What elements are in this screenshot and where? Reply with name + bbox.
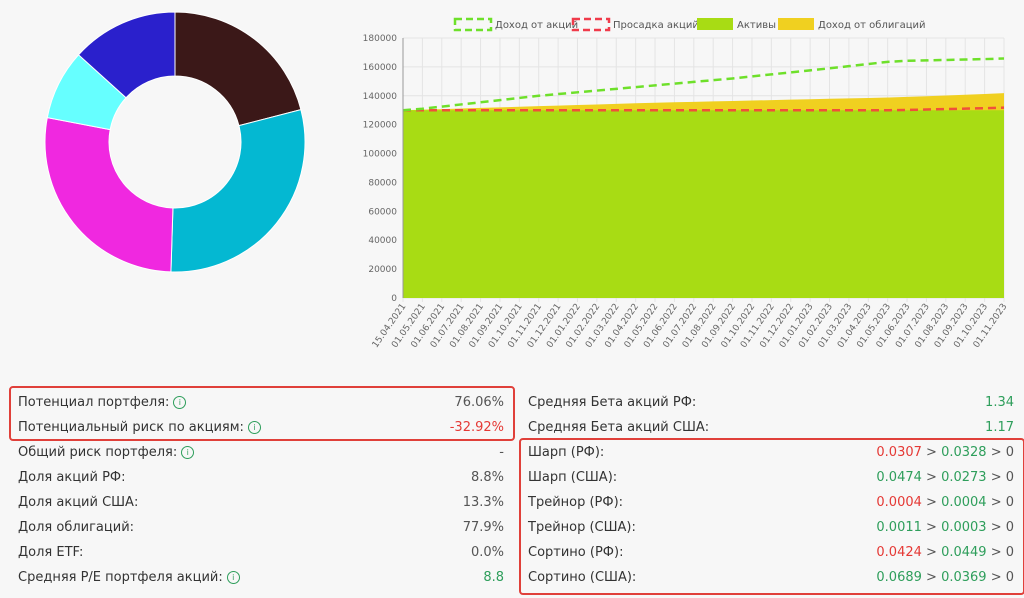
metric-label: Доля ETF: — [18, 545, 84, 560]
donut-slice-4 — [77, 11, 176, 99]
metric-label: Общий риск портфеля: i — [18, 445, 195, 460]
metric-label: Сортино (США): — [528, 570, 637, 585]
metric-value: 77.9% — [462, 520, 504, 535]
info-icon[interactable]: i — [247, 421, 261, 434]
metric-row: Доля акций США: 13.3% — [10, 490, 512, 515]
portfolio-metrics-right: Средняя Бета акций РФ: 1.34 Средняя Бета а… — [520, 390, 1022, 590]
series-line-drawdown — [403, 106, 1005, 112]
info-icon[interactable]: i — [173, 396, 187, 409]
metric-value: 8.8% — [470, 470, 504, 485]
metric-row: Доля акций РФ: 8.8% — [10, 465, 512, 490]
metric-row: Доля ETF: 0.0% — [10, 540, 512, 565]
metric-row: Общий риск портфеля: i - — [10, 440, 512, 465]
series-line-stock-income — [402, 57, 1005, 112]
metric-label: Трейнор (США): — [528, 520, 636, 535]
metric-row: Средняя Бета акций США: 1.17 — [520, 415, 1022, 440]
donut-slice-1 — [170, 109, 306, 273]
metric-row: Шарп (РФ): 0.0307 > 0.0328 > 0 — [520, 440, 1022, 465]
legend-swatch — [571, 17, 611, 32]
metric-row: Потенциал портфеля: i 76.06% — [10, 390, 512, 415]
info-icon[interactable]: i — [181, 446, 195, 459]
metric-value: 0.0474 > 0.0273 > 0 — [876, 470, 1014, 485]
metric-row: Сортино (РФ): 0.0424 > 0.0449 > 0 — [520, 540, 1022, 565]
y-tick-label: 140000 — [363, 92, 398, 102]
legend-swatch — [697, 18, 733, 30]
metric-row: Средняя Бета акций РФ: 1.34 — [520, 390, 1022, 415]
portfolio-line-chart: 0 20000 40000 60000 80000 100000 120000 140000 1… — [363, 17, 1009, 350]
portfolio-metrics-left: Потенциал портфеля: i 76.06% Потенциальный … — [10, 390, 512, 590]
donut-slice-2 — [44, 117, 174, 273]
metric-label: Средняя Бета акций РФ: — [528, 395, 697, 410]
metric-label: Шарп (США): — [528, 470, 618, 485]
metric-label: Доля акций США: — [18, 495, 139, 510]
metric-value: 1.17 — [985, 420, 1014, 435]
metric-value: 0.0% — [470, 545, 504, 560]
y-tick-label: 60000 — [368, 207, 397, 217]
metric-value: 0.0689 > 0.0369 > 0 — [876, 570, 1014, 585]
metric-value: 76.06% — [454, 395, 504, 410]
metric-row: Шарп (США): 0.0474 > 0.0273 > 0 — [520, 465, 1022, 490]
y-tick-label: 180000 — [363, 34, 398, 44]
legend-label: Активы — [737, 20, 776, 31]
y-tick-label: 160000 — [363, 63, 398, 73]
metric-value: 8.8 — [483, 570, 504, 585]
metric-row: Потенциальный риск по акциям: i -32.92% — [10, 415, 512, 440]
legend-swatch — [778, 18, 814, 30]
metric-label: Сортино (РФ): — [528, 545, 624, 560]
donut-slice-0 — [174, 11, 302, 127]
metric-value: 0.0307 > 0.0328 > 0 — [876, 445, 1014, 460]
metric-value: 0.0424 > 0.0449 > 0 — [876, 545, 1014, 560]
metric-label: Трейнор (РФ): — [528, 495, 624, 510]
legend-swatch — [453, 17, 493, 32]
legend-label: Доход от облигаций — [818, 20, 926, 31]
series-area-assets — [403, 110, 1004, 298]
metric-value: 1.34 — [985, 395, 1014, 410]
metric-value: -32.92% — [449, 420, 504, 435]
metric-label: Средняя Бета акций США: — [528, 420, 710, 435]
metric-label: Средняя P/E портфеля акций: i — [18, 570, 240, 585]
y-tick-label: 20000 — [368, 265, 397, 275]
metric-value: 0.0004 > 0.0004 > 0 — [876, 495, 1014, 510]
metric-label: Доля акций РФ: — [18, 470, 126, 485]
metric-row: Доля облигаций: 77.9% — [10, 515, 512, 540]
metric-value: 13.3% — [462, 495, 504, 510]
metric-value: 0.0011 > 0.0003 > 0 — [876, 520, 1014, 535]
metric-row: Сортино (США): 0.0689 > 0.0369 > 0 — [520, 565, 1022, 590]
portfolio-donut-chart — [44, 11, 306, 273]
legend-label: Просадка акций — [613, 20, 699, 31]
y-tick-label: 0 — [391, 294, 397, 304]
metric-row: Трейнор (США): 0.0011 > 0.0003 > 0 — [520, 515, 1022, 540]
metric-row: Трейнор (РФ): 0.0004 > 0.0004 > 0 — [520, 490, 1022, 515]
metric-label: Потенциал портфеля: i — [18, 395, 187, 410]
y-tick-label: 40000 — [368, 236, 397, 246]
metric-label: Шарп (РФ): — [528, 445, 605, 460]
metric-value: - — [499, 445, 504, 460]
y-tick-label: 100000 — [363, 150, 398, 160]
info-icon[interactable]: i — [226, 571, 240, 584]
metric-label: Доля облигаций: — [18, 520, 135, 535]
y-tick-label: 80000 — [368, 178, 397, 188]
metric-row: Средняя P/E портфеля акций: i 8.8 — [10, 565, 512, 590]
metric-label: Потенциальный риск по акциям: i — [18, 420, 261, 435]
y-tick-label: 120000 — [363, 121, 398, 131]
legend-label: Доход от акций — [495, 20, 578, 31]
